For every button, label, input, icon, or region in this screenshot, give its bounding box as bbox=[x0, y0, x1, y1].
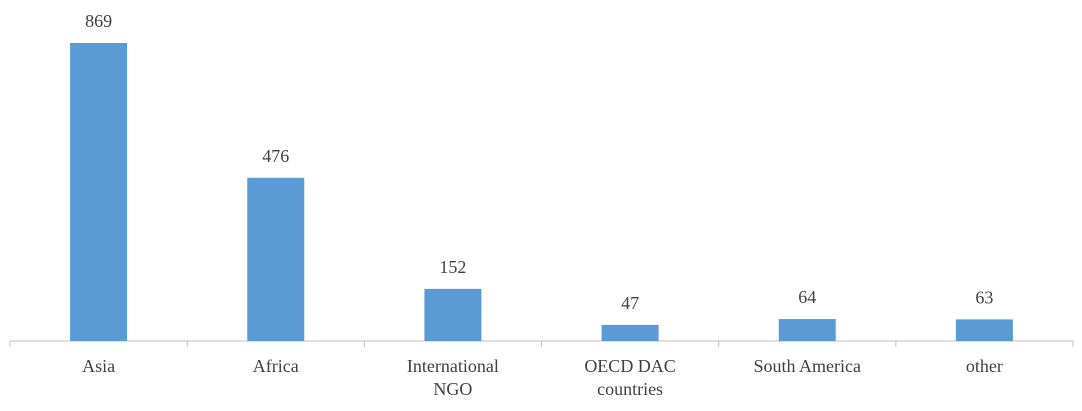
x-tick-label: International NGO bbox=[406, 356, 499, 399]
bar bbox=[955, 319, 1013, 341]
bar bbox=[778, 319, 836, 341]
x-tick-label: South America bbox=[753, 356, 861, 376]
data-label: 47 bbox=[621, 293, 639, 313]
data-label: 63 bbox=[975, 287, 993, 307]
data-label: 869 bbox=[85, 11, 112, 31]
x-tick-label: OECD DAC countries bbox=[584, 356, 676, 399]
x-tick-label: Africa bbox=[252, 356, 299, 376]
data-label: 152 bbox=[439, 257, 466, 277]
bar bbox=[424, 288, 482, 341]
x-tick-label: other bbox=[965, 356, 1003, 376]
data-label: 476 bbox=[262, 146, 289, 166]
bar bbox=[70, 43, 128, 341]
x-tick-label: Asia bbox=[82, 356, 116, 376]
bar bbox=[247, 177, 305, 341]
data-label: 64 bbox=[798, 287, 816, 307]
bar bbox=[601, 324, 659, 341]
